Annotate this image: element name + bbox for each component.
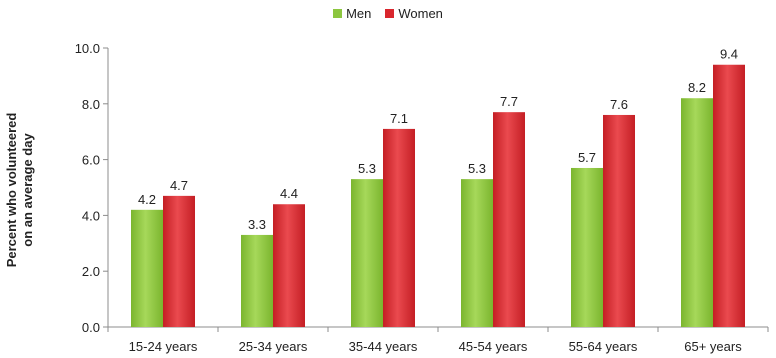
legend-label-men: Men: [346, 6, 372, 21]
legend-item-women: Women: [385, 6, 443, 21]
bar-women: [163, 195, 195, 327]
y-tick-label: 6.0: [82, 153, 100, 168]
legend: Men Women: [0, 6, 776, 21]
data-label-men: 3.3: [248, 217, 266, 232]
data-label-women: 7.6: [610, 97, 628, 112]
legend-swatch-women: [385, 9, 395, 18]
bar-men: [241, 234, 273, 327]
data-label-women: 4.7: [170, 178, 188, 193]
x-tick-label: 65+ years: [684, 339, 742, 354]
bar-men: [461, 179, 493, 327]
data-label-men: 5.3: [468, 161, 486, 176]
x-tick-label: 55-64 years: [569, 339, 638, 354]
y-tick-label: 2.0: [82, 264, 100, 279]
data-label-men: 4.2: [138, 192, 156, 207]
bar-women: [603, 114, 635, 328]
legend-swatch-men: [333, 9, 343, 18]
data-label-men: 5.7: [578, 150, 596, 165]
data-label-men: 5.3: [358, 161, 376, 176]
data-label-women: 7.7: [500, 94, 518, 109]
data-label-women: 9.4: [720, 47, 738, 62]
legend-label-women: Women: [398, 6, 443, 21]
bar-men: [351, 179, 383, 327]
bar-women: [493, 112, 525, 327]
bar-men: [571, 167, 603, 327]
bar-women: [383, 128, 415, 327]
data-label-women: 4.4: [280, 186, 298, 201]
data-label-men: 8.2: [688, 80, 706, 95]
data-label-women: 7.1: [390, 111, 408, 126]
legend-item-men: Men: [333, 6, 371, 21]
y-tick-label: 10.0: [75, 41, 100, 56]
bar-women: [273, 204, 305, 327]
bar-men: [131, 209, 163, 327]
x-tick-label: 35-44 years: [349, 339, 418, 354]
y-tick-label: 8.0: [82, 97, 100, 112]
y-tick-label: 4.0: [82, 208, 100, 223]
bar-women: [713, 64, 745, 328]
x-tick-label: 25-34 years: [239, 339, 308, 354]
x-tick-label: 45-54 years: [459, 339, 528, 354]
x-tick-label: 15-24 years: [129, 339, 198, 354]
y-tick-label: 0.0: [82, 320, 100, 335]
bar-men: [681, 98, 713, 327]
